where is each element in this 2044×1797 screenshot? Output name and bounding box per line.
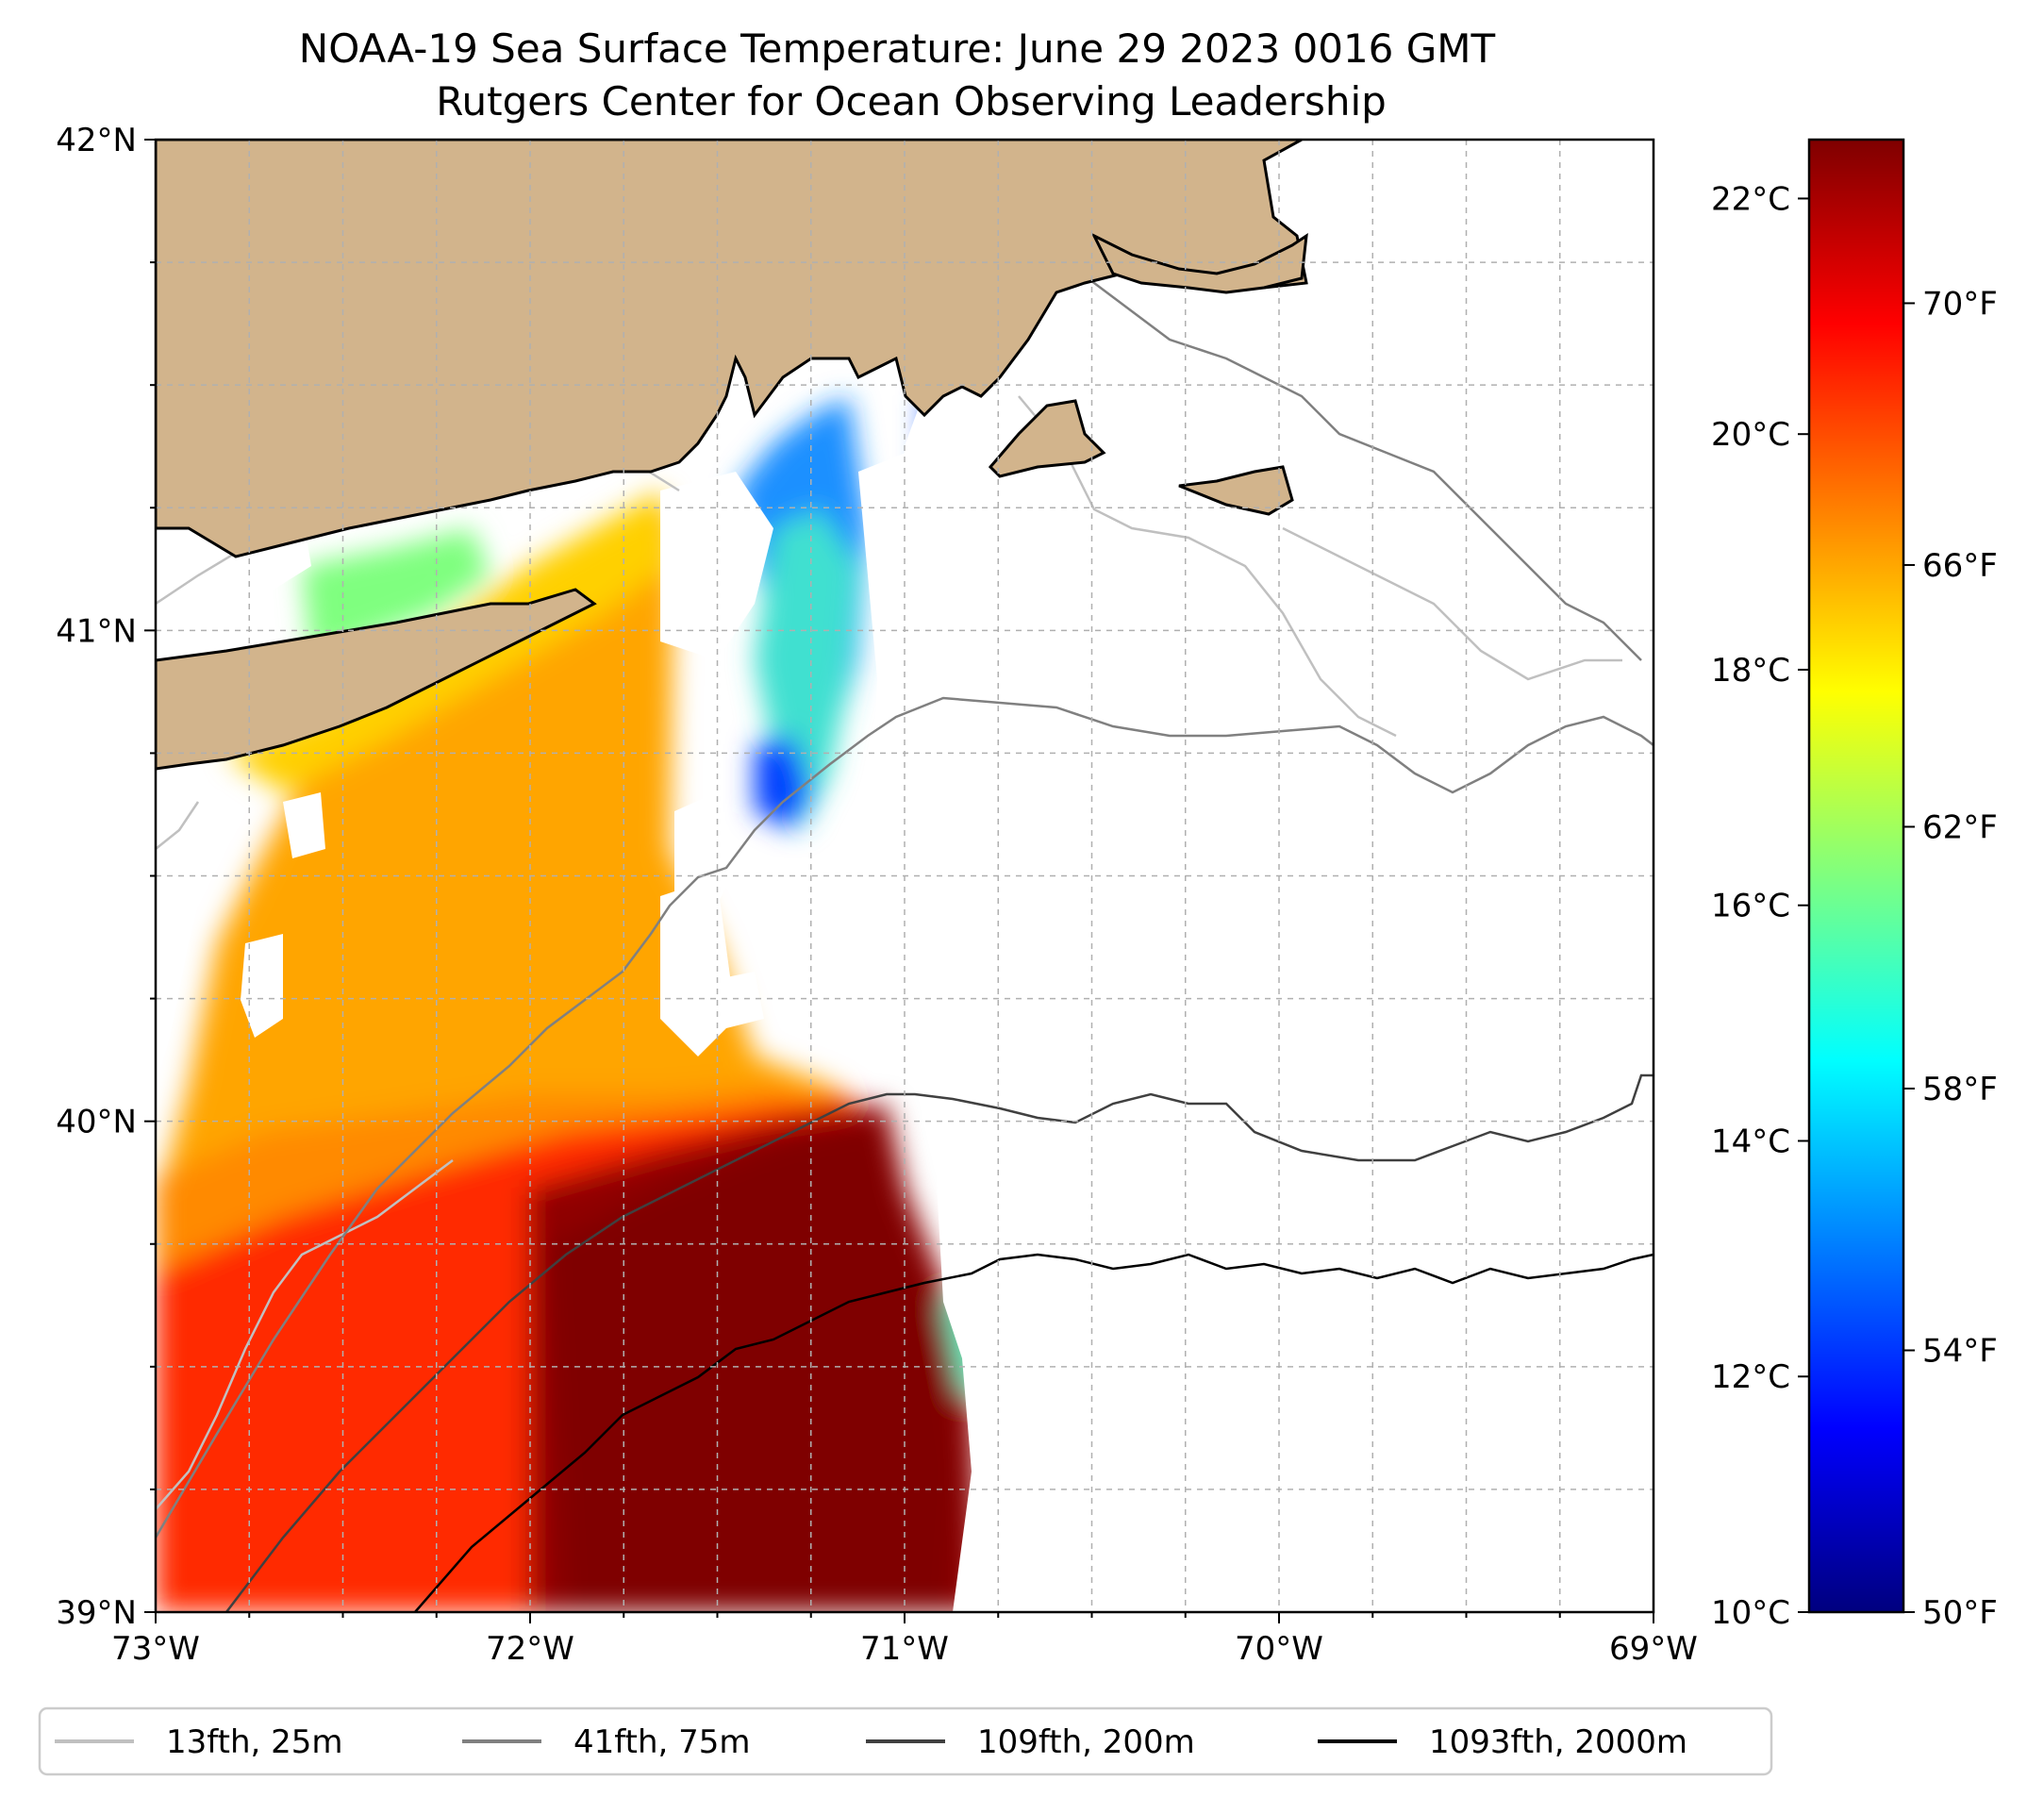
graticule <box>156 140 1653 1612</box>
colorbar-gradient <box>1807 138 1905 1614</box>
colorbar-celsius-label: 14°C <box>1711 1123 1790 1160</box>
isobath-line <box>156 1159 454 1510</box>
cloud-gap <box>872 679 1653 1612</box>
cloud-gap <box>283 792 325 858</box>
sst-region-blue-patch-south <box>755 736 811 830</box>
colorbar-celsius-label: 16°C <box>1711 888 1790 925</box>
legend-label: 109fth, 200m <box>977 1723 1195 1761</box>
map-title-line1: NOAA-19 Sea Surface Temperature: June 29… <box>299 25 1496 72</box>
y-tick-label: 41°N <box>56 612 137 650</box>
legend-item: 41fth, 75m <box>462 1723 751 1761</box>
y-axis: 42°N 41°N 40°N 39°N <box>56 122 156 1632</box>
legend-item: 109fth, 200m <box>866 1723 1195 1761</box>
isobath-line <box>414 1253 1653 1612</box>
map-title-line2: Rutgers Center for Ocean Observing Leade… <box>436 78 1387 125</box>
map-plot-area <box>156 140 1653 1612</box>
colorbar-celsius-label: 22°C <box>1711 180 1790 218</box>
colorbar-celsius-label: 18°C <box>1711 652 1790 690</box>
cloud-gap <box>707 972 764 1028</box>
x-tick-label: 69°W <box>1609 1630 1698 1668</box>
x-tick-label: 70°W <box>1235 1630 1323 1668</box>
colorbar-fahrenheit-axis: 50°F 54°F 58°F 62°F 66°F 70°F <box>1903 285 1998 1632</box>
isobath-200m <box>225 1073 1653 1612</box>
colorbar-fahrenheit-label: 54°F <box>1922 1332 1998 1370</box>
legend-label: 41fth, 75m <box>573 1723 751 1761</box>
colorbar-fahrenheit-label: 70°F <box>1922 285 1998 323</box>
legend-item: 1093fth, 2000m <box>1318 1723 1687 1761</box>
isobath-line <box>156 696 1653 1539</box>
isobath-line <box>225 1073 1653 1612</box>
colorbar-celsius-label: 20°C <box>1711 416 1790 454</box>
colorbar-celsius-label: 10°C <box>1711 1594 1790 1632</box>
colorbar-fahrenheit-label: 58°F <box>1922 1071 1998 1108</box>
sst-region-green-longisland <box>302 528 490 660</box>
land-marthas-vineyard <box>988 399 1106 478</box>
cloud-gap <box>156 792 217 1085</box>
y-tick-label: 42°N <box>56 122 137 159</box>
legend-item: 13fth, 25m <box>55 1723 343 1761</box>
x-tick-label: 72°W <box>486 1630 574 1668</box>
isobath-2000m <box>414 1253 1653 1612</box>
cloud-gap <box>660 472 773 660</box>
colorbar-fahrenheit-label: 66°F <box>1922 547 1998 585</box>
y-tick-label: 40°N <box>56 1104 137 1141</box>
colorbar: 22°C 20°C 18°C 16°C 14°C 12°C 10°C 50°F 54°F 58°… <box>1711 138 1998 1632</box>
y-tick-label: 39°N <box>56 1594 137 1632</box>
legend-label: 13fth, 25m <box>166 1723 343 1761</box>
x-tick-label: 71°W <box>860 1630 949 1668</box>
colorbar-celsius-axis: 22°C 20°C 18°C 16°C 14°C 12°C 10°C <box>1711 180 1809 1632</box>
land-masses <box>156 140 1308 771</box>
x-axis: 73°W 72°W 71°W 70°W 69°W <box>111 1612 1698 1668</box>
legend-label: 1093fth, 2000m <box>1429 1723 1687 1761</box>
colorbar-fahrenheit-label: 62°F <box>1922 808 1998 846</box>
isobath-legend: 13fth, 25m 41fth, 75m 109fth, 200m 1093fth,… <box>38 1706 1773 1776</box>
x-tick-label: 73°W <box>111 1630 200 1668</box>
colorbar-fahrenheit-label: 50°F <box>1922 1594 1998 1632</box>
land-nantucket <box>1178 465 1294 516</box>
cloud-gap <box>241 934 283 1038</box>
colorbar-celsius-label: 12°C <box>1711 1358 1790 1396</box>
